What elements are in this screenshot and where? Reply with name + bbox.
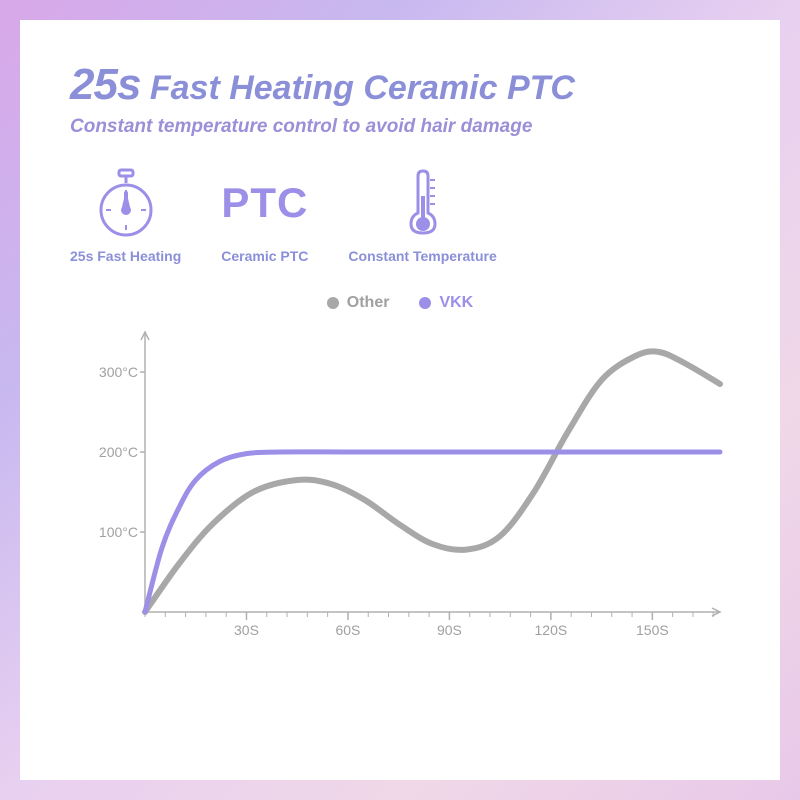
legend-dot-icon [419,297,431,309]
y-tick-label: 300°C [99,364,138,380]
chart-canvas [70,322,730,662]
legend-dot-icon [327,297,339,309]
feature-label: Constant Temperature [348,248,496,264]
feature-label: Ceramic PTC [221,248,308,264]
x-tick-label: 30S [234,622,259,638]
feature-ptc: PTC Ceramic PTC [221,168,308,264]
x-tick-label: 150S [636,622,669,638]
title-rest: Fast Heating Ceramic PTC [140,69,575,107]
main-title: 25s Fast Heating Ceramic PTC [70,60,730,110]
legend-label: VKK [439,294,473,312]
info-card: 25s Fast Heating Ceramic PTC Constant te… [20,20,780,780]
x-tick-label: 120S [535,622,568,638]
ptc-text-icon: PTC [221,168,308,238]
legend-item-vkk: VKK [419,294,473,312]
feature-constant-temp: Constant Temperature [348,168,496,264]
y-tick-label: 100°C [99,524,138,540]
thermometer-icon [403,168,443,238]
feature-label: 25s Fast Heating [70,248,181,264]
y-tick-label: 200°C [99,444,138,460]
title-emphasis: 25s [70,60,140,109]
temperature-chart: 100°C 200°C 300°C 30S 60S 90S 120S 150S [70,322,730,662]
x-tick-label: 90S [437,622,462,638]
subtitle: Constant temperature control to avoid ha… [70,116,730,138]
feature-fast-heating: 25s Fast Heating [70,168,181,264]
x-tick-label: 60S [335,622,360,638]
chart-legend: Other VKK [70,294,730,312]
legend-item-other: Other [327,294,390,312]
feature-row: 25s Fast Heating PTC Ceramic PTC Co [70,168,730,264]
stopwatch-icon [95,168,157,238]
legend-label: Other [347,294,390,312]
